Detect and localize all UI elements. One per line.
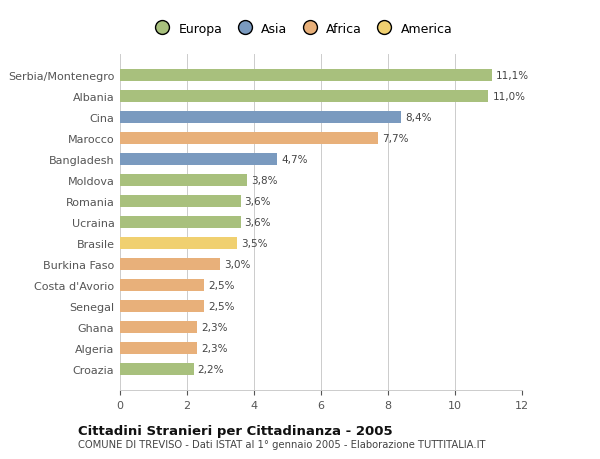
- Text: 4,7%: 4,7%: [281, 155, 308, 165]
- Text: 8,4%: 8,4%: [406, 113, 432, 123]
- Legend: Europa, Asia, Africa, America: Europa, Asia, Africa, America: [145, 18, 457, 41]
- Text: Cittadini Stranieri per Cittadinanza - 2005: Cittadini Stranieri per Cittadinanza - 2…: [78, 424, 392, 437]
- Text: 2,5%: 2,5%: [208, 302, 234, 311]
- Bar: [120, 364, 194, 375]
- Bar: [120, 280, 204, 291]
- Text: COMUNE DI TREVISO - Dati ISTAT al 1° gennaio 2005 - Elaborazione TUTTITALIA.IT: COMUNE DI TREVISO - Dati ISTAT al 1° gen…: [78, 440, 485, 449]
- Text: 11,1%: 11,1%: [496, 71, 529, 81]
- Bar: [120, 133, 378, 145]
- Text: 11,0%: 11,0%: [493, 92, 526, 102]
- Text: 2,3%: 2,3%: [201, 322, 227, 332]
- Text: 3,0%: 3,0%: [224, 259, 251, 269]
- Text: 7,7%: 7,7%: [382, 134, 409, 144]
- Bar: [120, 322, 197, 333]
- Text: 3,5%: 3,5%: [241, 239, 268, 248]
- Bar: [120, 238, 237, 249]
- Text: 3,8%: 3,8%: [251, 176, 278, 186]
- Bar: [120, 217, 241, 229]
- Bar: [120, 342, 197, 354]
- Bar: [120, 259, 220, 270]
- Bar: [120, 154, 277, 166]
- Text: 2,5%: 2,5%: [208, 280, 234, 291]
- Bar: [120, 91, 488, 103]
- Text: 3,6%: 3,6%: [245, 197, 271, 207]
- Bar: [120, 112, 401, 123]
- Bar: [120, 301, 204, 312]
- Text: 3,6%: 3,6%: [245, 218, 271, 228]
- Bar: [120, 196, 241, 207]
- Text: 2,2%: 2,2%: [198, 364, 224, 374]
- Bar: [120, 175, 247, 186]
- Text: 2,3%: 2,3%: [201, 343, 227, 353]
- Bar: [120, 70, 492, 82]
